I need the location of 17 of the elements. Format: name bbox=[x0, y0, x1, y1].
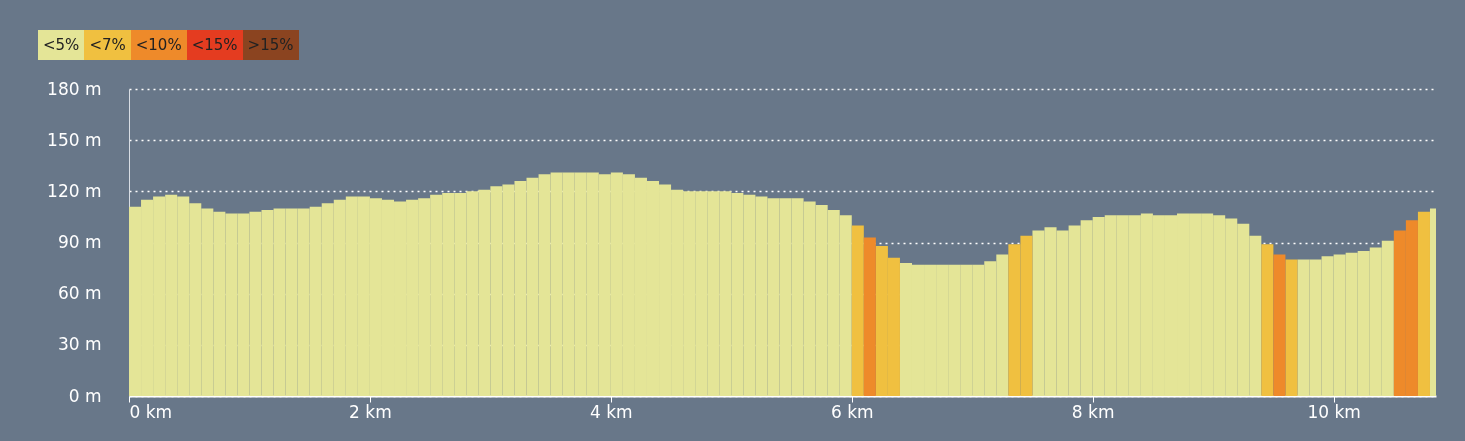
x-tick-label: 0 km bbox=[129, 401, 173, 422]
legend-label: <15% bbox=[191, 30, 243, 60]
x-tick-label: 2 km bbox=[349, 401, 392, 422]
x-tick-label: 6 km bbox=[830, 401, 874, 422]
y-tick-label: 60 m bbox=[57, 283, 102, 304]
legend-label: >15% bbox=[247, 30, 299, 60]
legend-label: <10% bbox=[135, 30, 187, 60]
x-tick-label: 8 km bbox=[1071, 401, 1115, 422]
x-tick-label: 10 km bbox=[1307, 401, 1361, 422]
y-tick-label: 150 m bbox=[47, 129, 102, 150]
y-tick-label: 180 m bbox=[47, 78, 102, 99]
legend-label: <5% bbox=[43, 30, 85, 60]
y-tick-label: 0 m bbox=[68, 385, 102, 406]
y-tick-label: 120 m bbox=[47, 180, 102, 201]
y-tick-label: 30 m bbox=[57, 334, 102, 355]
y-tick-label: 90 m bbox=[57, 232, 102, 252]
x-tick-label: 4 km bbox=[590, 401, 633, 422]
